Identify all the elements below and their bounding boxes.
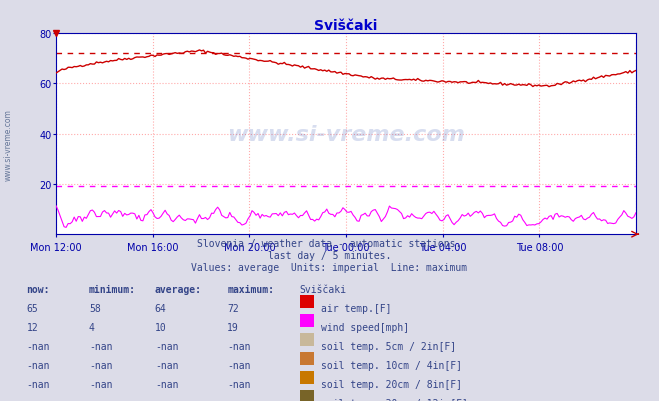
- Text: -nan: -nan: [155, 341, 179, 351]
- Text: -nan: -nan: [227, 379, 251, 389]
- Text: soil temp. 5cm / 2in[F]: soil temp. 5cm / 2in[F]: [321, 341, 456, 351]
- Text: -nan: -nan: [89, 379, 113, 389]
- Text: soil temp. 30cm / 12in[F]: soil temp. 30cm / 12in[F]: [321, 398, 468, 401]
- Text: 4: 4: [89, 322, 95, 332]
- Text: -nan: -nan: [89, 398, 113, 401]
- Text: maximum:: maximum:: [227, 285, 274, 295]
- Text: 58: 58: [89, 304, 101, 314]
- Text: 64: 64: [155, 304, 167, 314]
- Text: -nan: -nan: [227, 341, 251, 351]
- Text: air temp.[F]: air temp.[F]: [321, 304, 391, 314]
- Text: -nan: -nan: [89, 360, 113, 370]
- Text: now:: now:: [26, 285, 50, 295]
- Text: -nan: -nan: [155, 398, 179, 401]
- Text: wind speed[mph]: wind speed[mph]: [321, 322, 409, 332]
- Text: -nan: -nan: [26, 379, 50, 389]
- Text: www.si-vreme.com: www.si-vreme.com: [4, 109, 13, 180]
- Text: -nan: -nan: [155, 360, 179, 370]
- Text: soil temp. 20cm / 8in[F]: soil temp. 20cm / 8in[F]: [321, 379, 462, 389]
- Text: -nan: -nan: [227, 360, 251, 370]
- Text: 65: 65: [26, 304, 38, 314]
- Title: Sviščaki: Sviščaki: [314, 19, 378, 33]
- Text: 10: 10: [155, 322, 167, 332]
- Text: -nan: -nan: [227, 398, 251, 401]
- Text: -nan: -nan: [26, 341, 50, 351]
- Text: -nan: -nan: [26, 360, 50, 370]
- Text: Values: average  Units: imperial  Line: maximum: Values: average Units: imperial Line: ma…: [191, 263, 468, 273]
- Text: -nan: -nan: [26, 398, 50, 401]
- Text: minimum:: minimum:: [89, 285, 136, 295]
- Text: 12: 12: [26, 322, 38, 332]
- Text: 72: 72: [227, 304, 239, 314]
- Text: -nan: -nan: [155, 379, 179, 389]
- Text: soil temp. 10cm / 4in[F]: soil temp. 10cm / 4in[F]: [321, 360, 462, 370]
- Text: Sviščaki: Sviščaki: [300, 285, 347, 295]
- Text: average:: average:: [155, 285, 202, 295]
- Text: www.si-vreme.com: www.si-vreme.com: [227, 124, 465, 144]
- Text: Slovenia / weather data - automatic stations.: Slovenia / weather data - automatic stat…: [197, 239, 462, 249]
- Text: -nan: -nan: [89, 341, 113, 351]
- Text: 19: 19: [227, 322, 239, 332]
- Text: last day / 5 minutes.: last day / 5 minutes.: [268, 251, 391, 261]
